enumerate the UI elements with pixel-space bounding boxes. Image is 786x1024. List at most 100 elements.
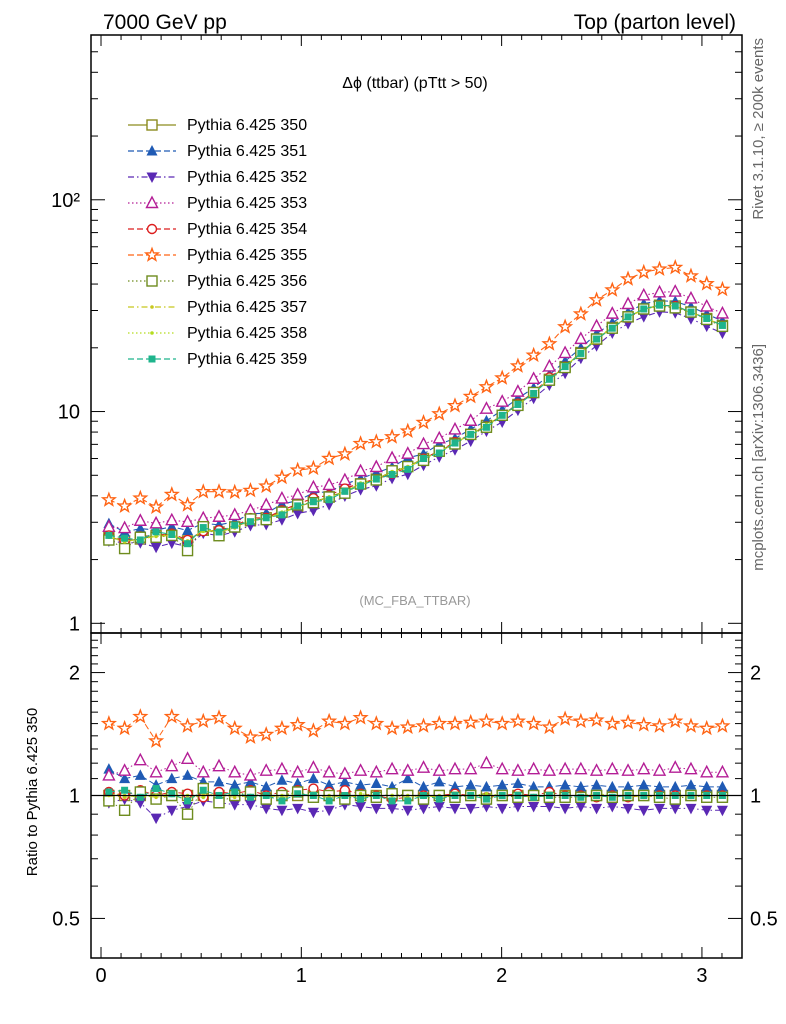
ratio-point [700, 764, 714, 778]
ratio-point [525, 715, 542, 731]
data-point [369, 459, 383, 473]
data-point [262, 514, 270, 522]
ratio-point [464, 761, 478, 775]
ratio-point [121, 786, 129, 794]
data-point [134, 522, 146, 534]
series-line-6 [108, 305, 723, 552]
ratio-point [575, 801, 587, 813]
data-point [195, 483, 212, 499]
data-point [494, 369, 511, 385]
data-point [199, 524, 207, 532]
ratio-point [526, 761, 541, 775]
data-point [231, 521, 239, 529]
ratio-point [276, 805, 288, 817]
data-point [242, 481, 259, 498]
data-point [448, 421, 462, 435]
ratio-point [399, 718, 416, 735]
x-tick-label: 2 [496, 965, 507, 987]
data-point [372, 475, 380, 483]
ratio-point [404, 797, 412, 805]
data-point [163, 486, 180, 502]
ratio-point [149, 764, 163, 778]
data-point [259, 497, 273, 511]
data-point [150, 542, 162, 554]
data-point [309, 498, 317, 506]
ratio-point [637, 761, 651, 775]
data-point [604, 281, 621, 297]
ratio-point [433, 775, 445, 787]
data-point [640, 305, 648, 313]
ratio-point [465, 803, 477, 815]
ratio-point [431, 715, 448, 731]
ratio-point [338, 766, 352, 780]
legend-label: Pythia 6.425 354 [187, 221, 307, 238]
data-point [668, 284, 682, 297]
ratio-point [307, 772, 319, 784]
ratio-point [388, 797, 396, 805]
ratio-point [323, 805, 335, 817]
data-point [619, 270, 637, 286]
data-point [322, 477, 336, 491]
data-point [401, 446, 415, 459]
data-point [307, 505, 319, 517]
ratio-point [575, 780, 587, 792]
ratio-point [541, 718, 558, 735]
data-point [132, 489, 149, 506]
ratio-point [559, 779, 571, 790]
ratio-line-2 [108, 798, 723, 819]
data-point [100, 491, 118, 507]
data-point [166, 520, 178, 532]
ratio-point [229, 779, 241, 790]
ratio-point [307, 807, 319, 819]
ratio-point [667, 712, 684, 729]
data-point [482, 423, 490, 431]
ratio-point [511, 763, 525, 776]
ratio-point [701, 805, 713, 817]
data-point [179, 496, 196, 512]
data-point [341, 487, 349, 495]
ratio-point [478, 712, 495, 729]
data-point [574, 331, 588, 345]
y-tick-label: 10² [51, 190, 80, 212]
series-line-8 [108, 304, 723, 542]
ratio-point [275, 761, 289, 775]
data-point [464, 413, 478, 426]
data-point [210, 483, 228, 499]
ratio-point [402, 805, 414, 817]
ratio-point [448, 761, 462, 775]
ratio-point [716, 780, 728, 792]
ratio-point [336, 715, 353, 731]
ratio-point [196, 764, 210, 778]
data-point [698, 275, 715, 291]
legend-label: Pythia 6.425 357 [187, 299, 307, 316]
ratio-point [210, 709, 228, 725]
ratio-point [244, 775, 256, 787]
data-point [325, 496, 333, 504]
data-point [168, 531, 176, 539]
ratio-point [226, 719, 243, 736]
ratio-line-1 [108, 768, 723, 788]
ratio-point [383, 719, 401, 736]
data-point [353, 463, 368, 477]
ratio-point [242, 728, 259, 745]
ratio-point [606, 780, 618, 792]
data-point [105, 531, 113, 539]
ratio-y-tick-label: 1 [69, 786, 80, 808]
legend-marker [146, 119, 158, 131]
ratio-point [668, 760, 682, 773]
ratio-point [166, 772, 178, 784]
data-point [561, 363, 569, 371]
legend-marker [148, 355, 156, 363]
ratio-ylabel: Ratio to Pythia 6.425 350 [24, 708, 41, 876]
ratio-point [557, 710, 574, 726]
ratio-point [353, 763, 368, 776]
ratio-point [212, 758, 226, 772]
ratio-point [496, 803, 508, 815]
ratio-point [260, 780, 272, 792]
data-point [525, 346, 542, 363]
data-point [289, 461, 306, 478]
data-point [118, 542, 131, 555]
ratio-point [150, 813, 162, 825]
y-tick-label: 10 [58, 402, 80, 424]
